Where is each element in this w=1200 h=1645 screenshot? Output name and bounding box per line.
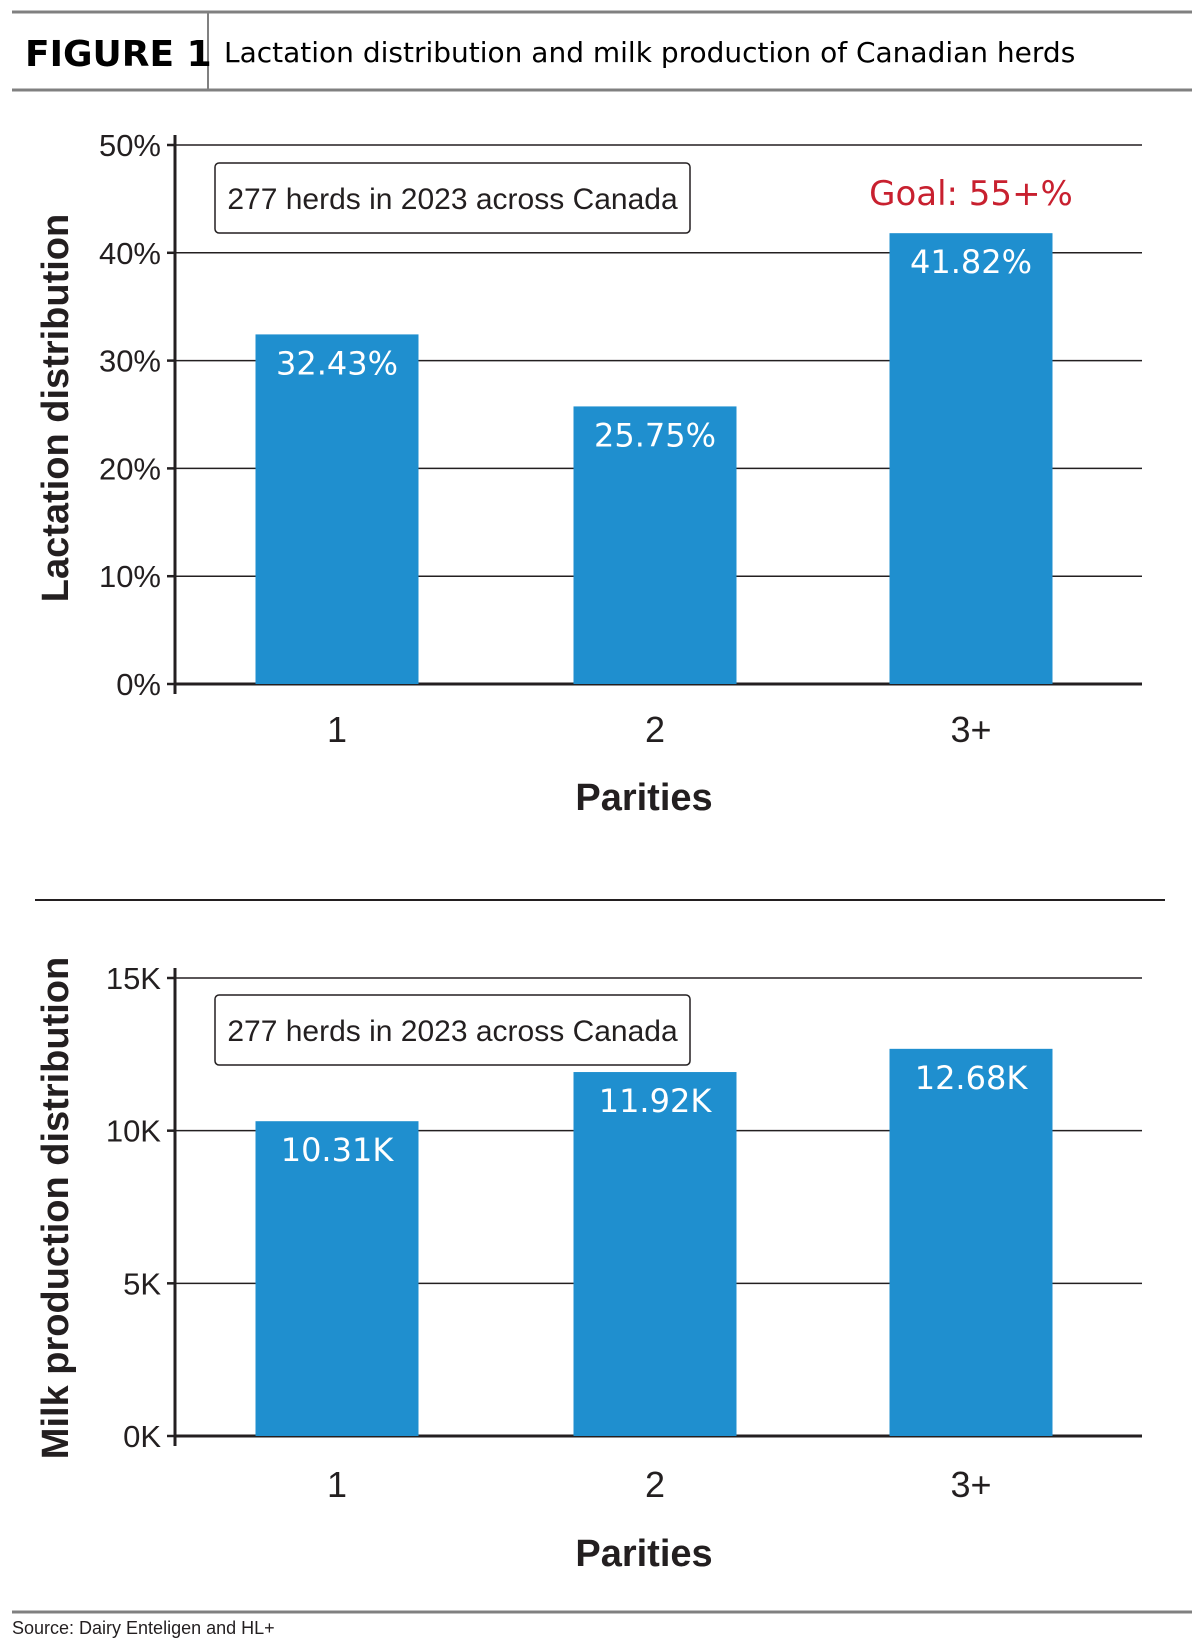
y-tick-label: 0K (123, 1419, 161, 1454)
x-axis-title: Parities (575, 777, 712, 819)
bar-3plus (889, 233, 1053, 684)
y-tick-label: 10% (99, 559, 161, 594)
y-tick-label: 50% (99, 128, 161, 163)
y-tick-label: 10K (106, 1114, 161, 1149)
category-label: 2 (645, 1464, 665, 1505)
bar-2 (573, 1072, 737, 1436)
y-tick-label: 0% (116, 667, 161, 702)
bar-value-label: 25.75% (594, 416, 716, 454)
category-label: 1 (327, 1464, 347, 1505)
bar-value-label: 10.31K (281, 1131, 395, 1169)
x-axis-title: Parities (575, 1533, 712, 1575)
category-label: 2 (645, 709, 665, 750)
y-tick-label: 20% (99, 451, 161, 486)
lactation-distribution-chart: 0% 10% 20% 30% 40% 50% 32.43% 1 25.75% 2 41.82% 3+ P… (35, 128, 1142, 819)
figure-title: Lactation distribution and milk producti… (224, 36, 1075, 69)
figure-label: FIGURE 1 (25, 34, 212, 75)
bar-1 (255, 334, 419, 684)
category-label: 3+ (950, 709, 991, 750)
bar-3plus (889, 1048, 1053, 1436)
note-box (214, 994, 691, 1066)
category-label: 1 (327, 709, 347, 750)
y-tick-label: 15K (106, 961, 161, 996)
y-tick-label: 40% (99, 236, 161, 271)
goal-annotation: Goal: 55+% (869, 174, 1073, 214)
bar-1 (255, 1121, 419, 1436)
note-box (214, 162, 691, 234)
bar-2 (573, 406, 737, 684)
note-text: 277 herds in 2023 across Canada (227, 1015, 678, 1048)
source-note: Source: Dairy Enteligen and HL+ (12, 1618, 275, 1638)
bar-value-label: 32.43% (276, 344, 398, 382)
y-axis-title: Milk production distribution (35, 957, 77, 1459)
milk-production-chart: 0K 5K 10K 15K 10.31K 1 11.92K 2 12.68K 3+ Parities… (35, 957, 1142, 1575)
y-tick-label: 30% (99, 344, 161, 379)
y-axis-title: Lactation distribution (35, 214, 77, 602)
y-tick-label: 5K (123, 1266, 161, 1301)
bar-value-label: 12.68K (915, 1059, 1029, 1097)
bar-value-label: 41.82% (910, 243, 1032, 281)
category-label: 3+ (950, 1464, 991, 1505)
bar-value-label: 11.92K (599, 1082, 713, 1120)
note-text: 277 herds in 2023 across Canada (227, 183, 678, 216)
